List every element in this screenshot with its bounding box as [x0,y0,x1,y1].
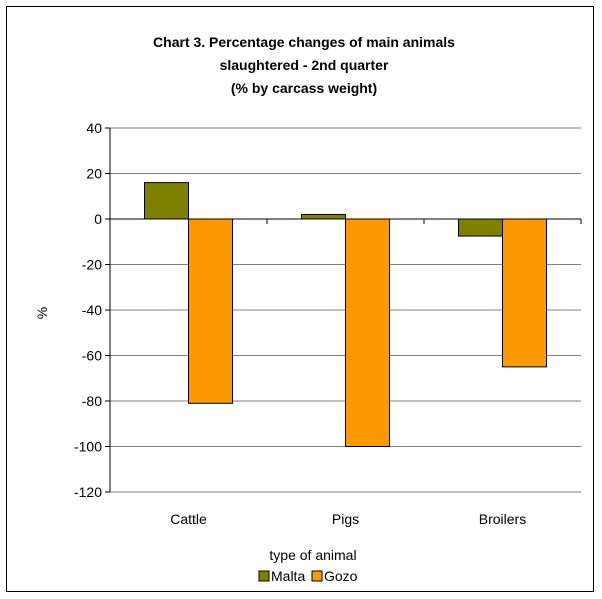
legend: Malta Gozo [258,568,358,584]
bar-malta-cattle [144,182,189,220]
bar-malta-broilers [458,218,503,237]
y-tick-label: -120 [74,484,102,500]
y-tick-label: 20 [86,166,102,182]
y-tick-label: 0 [94,211,102,227]
bar-malta-pigs [301,213,346,220]
x-axis-title: type of animal [269,547,356,563]
legend-label-malta: Malta [271,568,305,584]
y-tick-label: -20 [82,257,102,273]
bars [144,182,547,447]
bar-gozo-broilers [502,218,547,368]
bar-gozo-cattle [188,218,233,404]
chart-title-line-3: (% by carcass weight) [231,80,377,96]
y-tick-label: -60 [82,348,102,364]
chart-title-line-2: slaughtered - 2nd quarter [220,57,389,73]
x-tick-label: Pigs [332,511,359,527]
bar-gozo-pigs [345,218,390,447]
y-axis-title: % [34,307,50,319]
chart-title-line-1: Chart 3. Percentage changes of main anim… [153,34,455,50]
bar-chart: Chart 3. Percentage changes of main anim… [34,34,582,584]
x-tick-label: Broilers [479,511,526,527]
tick-labels: 40 20 0 -20 -40 -60 -80 -100 -120 Cattle Pigs Broil… [74,120,526,527]
axes [105,127,582,493]
x-tick-label: Cattle [170,511,207,527]
legend-swatch-malta [258,570,270,582]
y-tick-label: -100 [74,439,102,455]
y-tick-label: -80 [82,393,102,409]
legend-label-gozo: Gozo [324,568,358,584]
y-tick-label: -40 [82,302,102,318]
chart-frame: Chart 3. Percentage changes of main anim… [6,6,594,592]
legend-swatch-gozo [311,570,323,582]
y-tick-label: 40 [86,120,102,136]
